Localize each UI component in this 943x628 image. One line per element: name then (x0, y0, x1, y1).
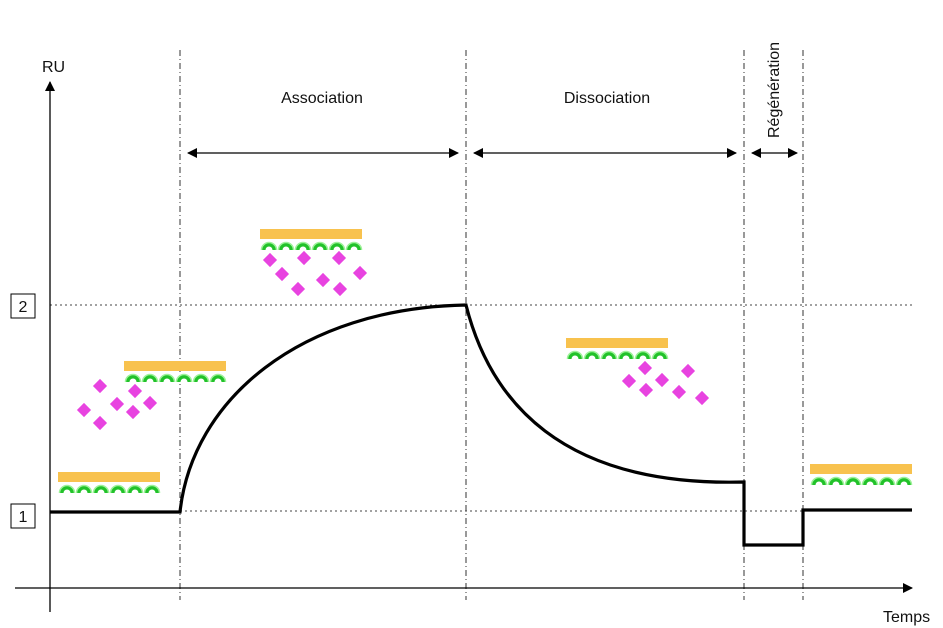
sensor-surface (566, 338, 668, 359)
sensor-surface (124, 361, 226, 382)
x-axis-label: Temps (883, 609, 930, 626)
response-curve (50, 303, 912, 547)
sensor-surface (810, 464, 912, 485)
level-label: 2 (19, 299, 28, 316)
sensor-surface (260, 229, 362, 250)
level-box (10, 503, 36, 529)
phase-dividers (179, 50, 804, 600)
phase-label: Dissociation (564, 90, 650, 107)
y-axis-label: RU (42, 59, 65, 76)
level-lines (50, 304, 912, 512)
level-label: 1 (19, 509, 28, 526)
phase-label: Régénération (766, 42, 783, 138)
phase-label: Association (281, 90, 363, 107)
level-box (10, 293, 36, 319)
sensor-surface (58, 472, 160, 493)
